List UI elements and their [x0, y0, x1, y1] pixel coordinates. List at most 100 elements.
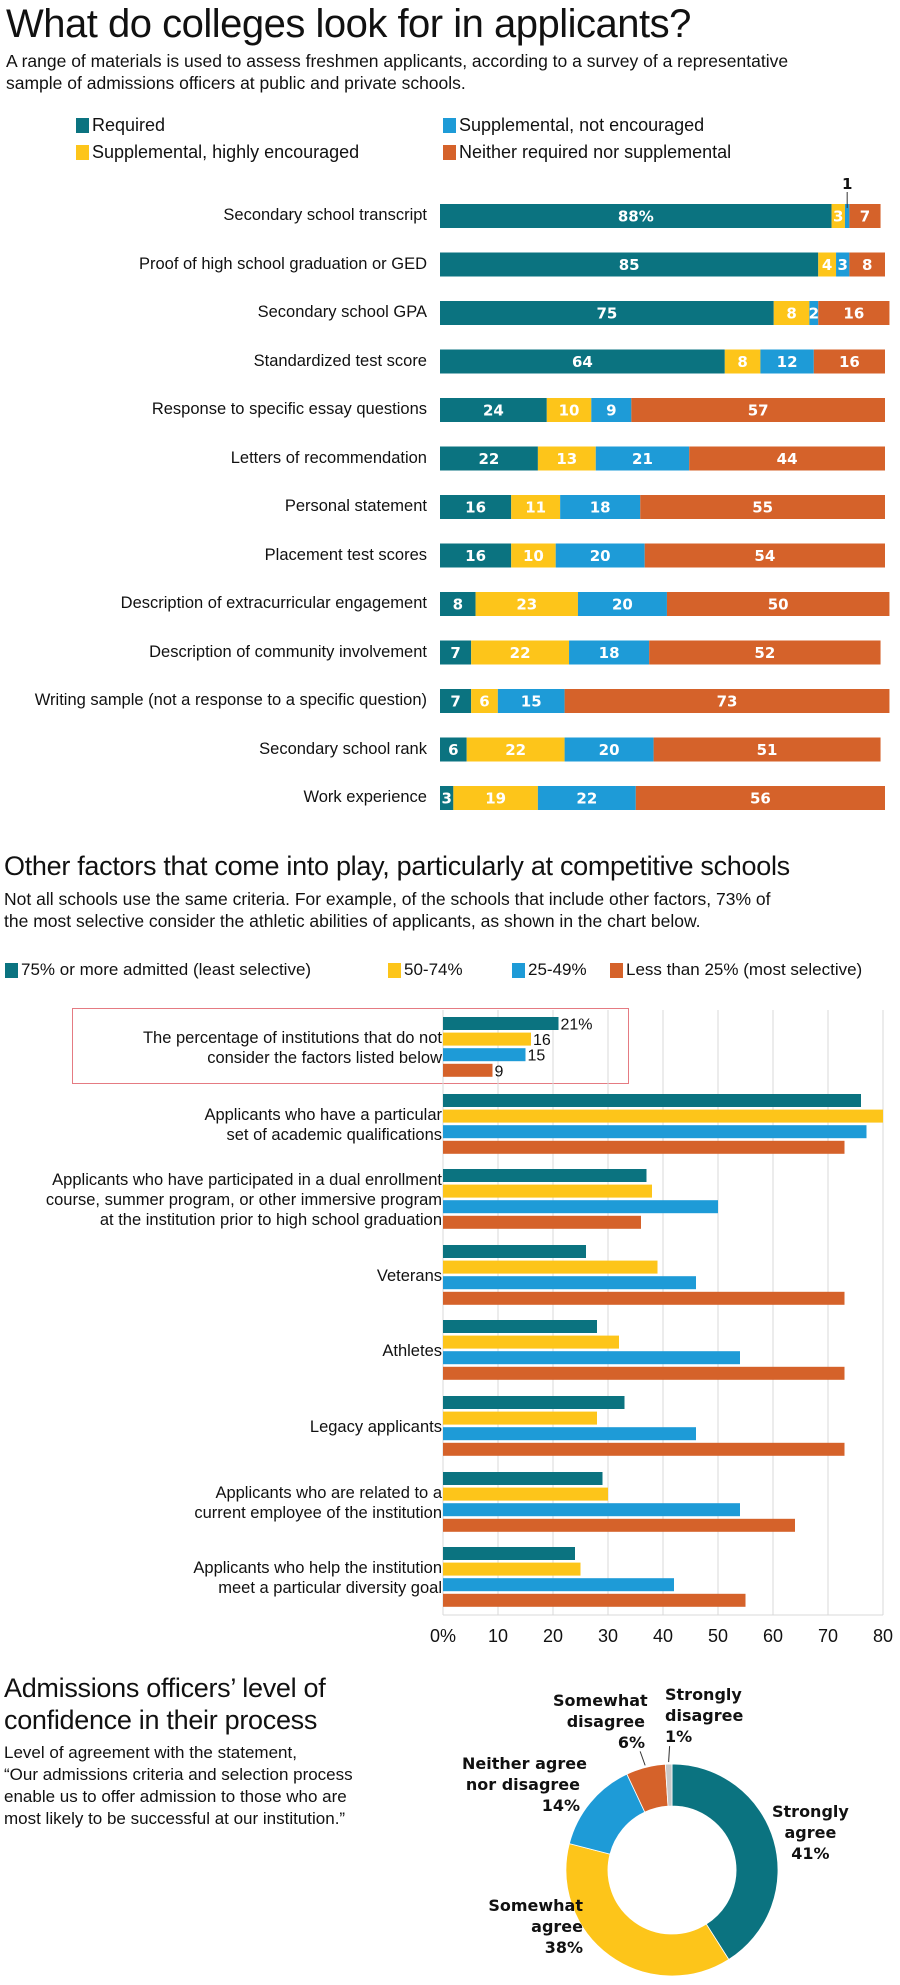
bar-segment-highly-encouraged	[466, 737, 565, 762]
donut-label-strongly-agree: Strongly agree 41%	[772, 1801, 849, 1864]
bar-value-label: 15	[528, 1048, 546, 1065]
bar-segment-highly-encouraged	[511, 543, 556, 568]
bar-least-selective	[443, 1472, 603, 1485]
group-label-line: course, summer program, or other immersi…	[45, 1191, 442, 1210]
legend-swatch-blue	[443, 118, 456, 133]
bar-most-selective	[443, 1291, 845, 1305]
segment-value-label: 54	[754, 547, 775, 565]
bar-segment-not-encouraged	[497, 689, 565, 713]
bar-row: 24 10 9 57	[440, 398, 885, 422]
segment-value-label: 44	[777, 450, 798, 468]
bar-segment-neither	[649, 640, 881, 665]
legend-supplemental-highly-encouraged: Supplemental, highly encouraged	[76, 142, 359, 163]
bar-segment-not-encouraged	[569, 640, 650, 665]
bar-segment-required	[440, 689, 472, 713]
bar-segment-highly-encouraged	[537, 446, 596, 471]
segment-value-label: 15	[521, 693, 542, 711]
bar-segment-highly-encouraged	[471, 689, 498, 713]
bar-segment-neither	[644, 543, 885, 568]
row-label: Secondary school GPA	[257, 303, 427, 321]
group-label-line: at the institution prior to high school …	[99, 1211, 442, 1230]
segment-value-label: 18	[599, 644, 620, 662]
bar-segment-not-encouraged	[595, 446, 690, 471]
row-label: Placement test scores	[264, 545, 427, 564]
bar-group	[443, 1245, 845, 1305]
segment-value-label: 11	[525, 499, 546, 517]
bar-segment-neither	[653, 737, 881, 762]
bar-row: 16 11 18 55	[440, 495, 885, 519]
segment-value-label: 7	[450, 693, 460, 711]
section3-title-line-2: confidence in their process	[4, 1705, 318, 1735]
bar-segment-required	[440, 495, 512, 519]
segment-value-label: 21	[632, 450, 653, 468]
group-label-line: Applicants who have a particular	[204, 1106, 442, 1125]
bar-most-selective	[443, 1593, 746, 1607]
row-label: Description of extracurricular engagemen…	[120, 594, 427, 612]
donut-label-somewhat-disagree: Somewhat disagree 6%	[553, 1690, 648, 1753]
bar-row: 7 22 18 52	[440, 640, 881, 665]
segment-value-label: 18	[590, 499, 611, 517]
bar-segment-highly-encouraged	[773, 301, 810, 325]
bar-25-49	[443, 1427, 696, 1441]
legend-swatch-blue	[512, 962, 525, 978]
group-label-line: Athletes	[382, 1342, 442, 1361]
bar-least-selective	[443, 1320, 597, 1333]
donut-label-neither-agree-nor-disagree: Neither agree nor disagree 14%	[462, 1753, 587, 1816]
segment-value-label: 10	[523, 547, 544, 565]
segment-value-label: 24	[483, 402, 504, 420]
subtitle-line-2: sample of admissions officers at public …	[6, 73, 466, 93]
section3-text-line-3: enable us to offer admission to those wh…	[4, 1787, 347, 1806]
row-label: Secondary school rank	[259, 739, 427, 758]
bar-segment-required	[440, 349, 725, 374]
bar-segment-highly-encouraged	[453, 786, 538, 810]
segment-value-label: 16	[839, 353, 860, 371]
segment-value-label: 8	[737, 353, 747, 371]
group-label-line: Applicants who are related to a	[215, 1484, 442, 1503]
bar-segment-neither	[849, 252, 885, 277]
bar-segment-required	[440, 204, 832, 228]
bar-25-49	[443, 1048, 526, 1062]
bar-least-selective	[443, 1245, 586, 1258]
bar-segment-required	[440, 640, 472, 665]
segment-value-label: 10	[559, 402, 580, 420]
segment-value-label: 56	[750, 790, 771, 808]
bar-50-74	[443, 1260, 658, 1274]
bar-segment-highly-encouraged	[818, 252, 837, 277]
bar-segment-required	[440, 301, 774, 325]
donut-slice-strongly-agree	[671, 1763, 779, 1961]
section3-text-line-2: “Our admissions criteria and selection p…	[4, 1765, 353, 1784]
segment-value-label: 6	[479, 693, 489, 711]
donut-label-line: 41%	[791, 1844, 830, 1863]
x-tick-label: 70	[818, 1626, 838, 1646]
segment-value-label: 52	[754, 644, 775, 662]
group-label-line: current employee of the institution	[194, 1504, 442, 1523]
bar-25-49	[443, 1125, 867, 1139]
bar-segment-required	[440, 398, 547, 422]
segment-value-label: 55	[752, 499, 773, 517]
legend-50-74: 50-74%	[388, 960, 463, 980]
legend-swatch-yellow	[76, 145, 89, 160]
callout-label: 1	[842, 175, 852, 193]
subtitle-line-1: A range of materials is used to assess f…	[6, 51, 789, 71]
bar-segment-neither	[818, 301, 890, 325]
bar-row: 64 8 12 16	[440, 349, 885, 374]
bar-row: 75 8 2 16	[440, 301, 890, 325]
segment-value-label: 8	[453, 596, 463, 614]
bar-value-label: 16	[533, 1032, 551, 1049]
donut-label-line: 1%	[665, 1727, 693, 1746]
section3-text-line-4: most likely to be successful at our inst…	[4, 1809, 346, 1828]
bar-25-49	[443, 1200, 718, 1214]
row-label: Work experience	[303, 788, 427, 806]
group-label: Applicants who have a particular set of a…	[204, 1105, 442, 1145]
segment-value-label: 22	[479, 450, 500, 468]
legend-required: Required	[76, 115, 165, 136]
segment-value-label: 73	[717, 693, 738, 711]
group-label: Athletes	[382, 1341, 442, 1361]
group-label-line: Applicants who have participated in a du…	[52, 1171, 442, 1190]
row-label: Proof of high school graduation or GED	[138, 254, 427, 273]
bar-50-74	[443, 1411, 597, 1425]
x-tick-label: 80	[873, 1626, 893, 1646]
group-label: The percentage of institutions that do n…	[143, 1028, 442, 1068]
group-label-line: Legacy applicants	[309, 1418, 442, 1437]
bar-segment-required	[440, 252, 819, 277]
